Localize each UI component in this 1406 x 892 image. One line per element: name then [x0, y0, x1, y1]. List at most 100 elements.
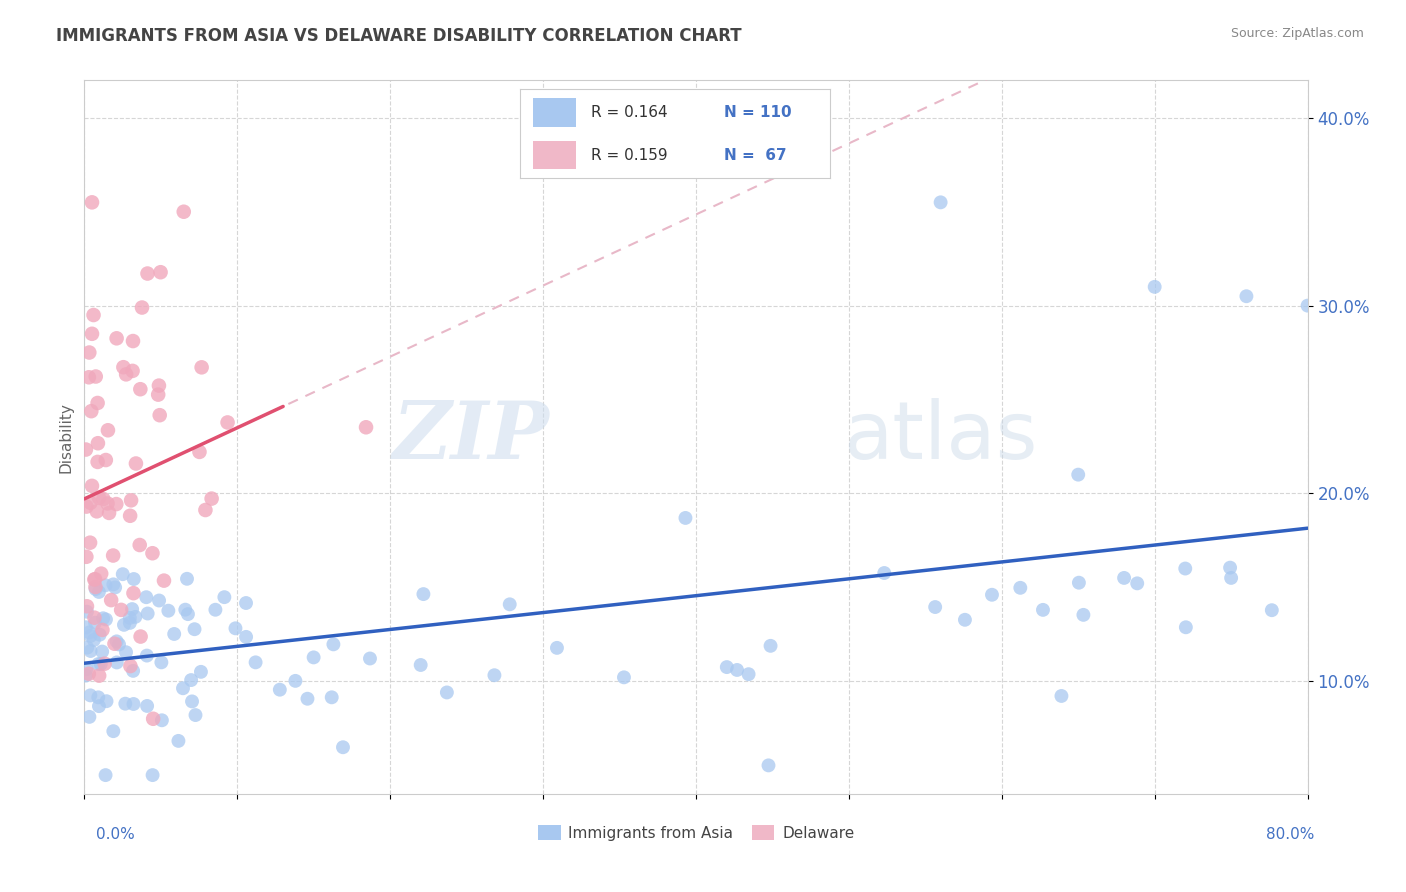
Point — [87, 585, 110, 599]
Point — [173, 204, 195, 219]
Point — [1067, 575, 1090, 590]
Point — [84, 582, 107, 596]
Bar — [533, 98, 576, 127]
Point — [150, 713, 173, 727]
Point — [284, 673, 307, 688]
Point — [80, 326, 103, 341]
Point — [94, 578, 117, 592]
Text: Source: ZipAtlas.com: Source: ZipAtlas.com — [1230, 27, 1364, 40]
Point — [122, 572, 145, 586]
Point — [105, 497, 128, 511]
Point — [112, 360, 135, 375]
Text: IMMIGRANTS FROM ASIA VS DELAWARE DISABILITY CORRELATION CHART: IMMIGRANTS FROM ASIA VS DELAWARE DISABIL… — [56, 27, 742, 45]
Point — [1236, 289, 1258, 303]
Point — [322, 637, 344, 651]
Point — [1261, 603, 1284, 617]
Legend: Immigrants from Asia, Delaware: Immigrants from Asia, Delaware — [531, 819, 860, 847]
Point — [332, 740, 354, 755]
Point — [79, 644, 101, 658]
Point — [118, 615, 141, 630]
Point — [1126, 576, 1149, 591]
Point — [204, 603, 226, 617]
Point — [924, 600, 946, 615]
Point — [84, 615, 107, 630]
Point — [120, 508, 142, 523]
Point — [1174, 561, 1197, 575]
Point — [141, 546, 163, 560]
Point — [245, 656, 267, 670]
Point — [136, 607, 159, 621]
Point — [157, 604, 180, 618]
Point — [1067, 467, 1090, 482]
Text: R = 0.159: R = 0.159 — [592, 148, 668, 162]
Point — [105, 331, 128, 345]
Point — [87, 690, 110, 705]
Point — [981, 588, 1004, 602]
Y-axis label: Disability: Disability — [58, 401, 73, 473]
Point — [110, 603, 132, 617]
Point — [115, 368, 138, 382]
Point — [172, 681, 194, 696]
Point — [115, 645, 138, 659]
Point — [84, 572, 107, 586]
Point — [121, 602, 143, 616]
Point — [75, 662, 97, 676]
Point — [121, 364, 143, 378]
Point — [79, 710, 101, 724]
Point — [103, 637, 125, 651]
Point — [96, 694, 118, 708]
Point — [118, 611, 141, 625]
Point — [90, 566, 112, 581]
Point — [484, 668, 506, 682]
Point — [183, 622, 205, 636]
Point — [91, 644, 114, 658]
Point — [83, 632, 105, 647]
Point — [122, 697, 145, 711]
Text: N = 110: N = 110 — [724, 105, 792, 120]
Text: atlas: atlas — [842, 398, 1038, 476]
Point — [98, 506, 121, 520]
Point — [409, 658, 432, 673]
Point — [77, 666, 100, 681]
Text: 80.0%: 80.0% — [1267, 827, 1315, 841]
Point — [94, 612, 117, 626]
Point — [148, 378, 170, 392]
Point — [1296, 299, 1319, 313]
Point — [214, 590, 236, 604]
Point — [80, 404, 103, 418]
Point — [613, 670, 636, 684]
Point — [1114, 571, 1136, 585]
Point — [180, 673, 202, 687]
Point — [86, 455, 108, 469]
Point — [142, 768, 165, 782]
Point — [87, 699, 110, 714]
Point — [108, 637, 131, 651]
Point — [125, 457, 148, 471]
Point — [129, 382, 152, 396]
Point — [1050, 689, 1073, 703]
Point — [84, 369, 107, 384]
Point — [499, 597, 522, 611]
Point — [112, 617, 135, 632]
Point — [93, 491, 115, 506]
Point — [321, 690, 343, 705]
Point — [1174, 620, 1197, 634]
Point — [297, 691, 319, 706]
Point — [148, 593, 170, 607]
Point — [1073, 607, 1095, 622]
Point — [83, 308, 105, 322]
Point — [103, 577, 125, 591]
Point — [86, 396, 108, 410]
Point — [163, 627, 186, 641]
Point — [759, 639, 782, 653]
Point — [725, 663, 748, 677]
Point — [79, 535, 101, 549]
Point — [79, 629, 101, 643]
Text: N =  67: N = 67 — [724, 148, 787, 162]
Point — [105, 656, 128, 670]
Point — [201, 491, 224, 506]
Point — [224, 621, 246, 635]
Point — [135, 648, 157, 663]
Point — [120, 493, 142, 508]
Point — [76, 640, 98, 655]
